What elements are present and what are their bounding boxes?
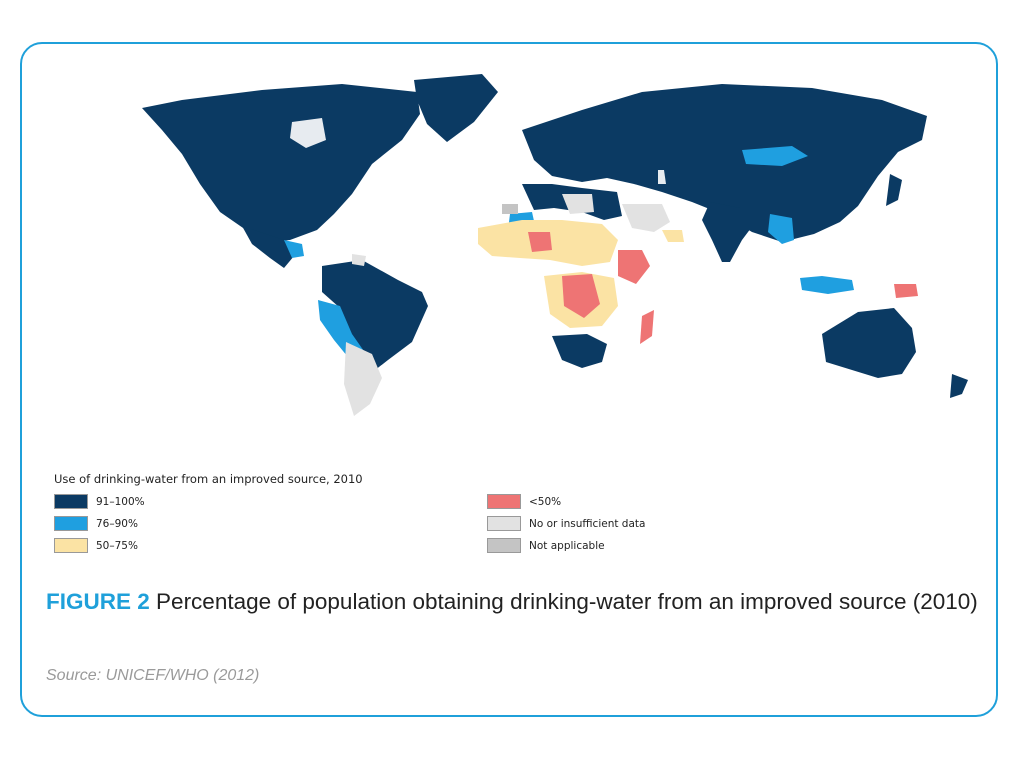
legend-label: Not applicable [529,539,605,552]
region-caspian [658,170,666,184]
map-regions-lt50 [528,232,918,344]
legend-swatch [487,538,521,553]
region-madagascar [640,310,654,344]
region-eurasia [522,84,927,242]
legend-item-50-75: 50–75% [54,538,138,553]
figure-label: FIGURE 2 [46,589,150,614]
legend-item-not-applicable: Not applicable [487,538,605,553]
region-se-asia [768,214,794,244]
region-saudi-arabia [622,204,670,232]
legend-swatch [54,494,88,509]
region-japan [886,174,902,206]
figure-caption: FIGURE 2 Percentage of population obtain… [46,586,996,617]
region-drc [562,274,600,318]
region-central-america [284,240,304,258]
figure-caption-text: Percentage of population obtaining drink… [156,589,978,614]
legend-title: Use of drinking-water from an improved s… [54,472,363,486]
legend-swatch [487,516,521,531]
map-regions-not-applicable [502,204,518,214]
region-libya [562,194,594,214]
region-south-america [322,260,428,374]
region-south-africa [552,334,607,368]
region-png [894,284,918,298]
legend-swatch [54,516,88,531]
region-mexico [242,226,294,268]
region-guyana [352,254,366,266]
legend-item-76-90: 76–90% [54,516,138,531]
map-regions-no-data [344,194,670,416]
legend-label: <50% [529,495,562,508]
region-australia [822,308,916,378]
region-yemen [662,230,684,242]
region-western-sahara [502,204,518,214]
region-mongolia [742,146,808,166]
world-map [142,74,968,416]
region-greenland [414,74,498,142]
legend-label: 91–100% [96,495,145,508]
legend-item-91-100: 91–100% [54,494,145,509]
legend-label: 50–75% [96,539,138,552]
region-west-africa-lt50 [528,232,552,252]
legend-swatch [54,538,88,553]
region-argentina-chile [344,342,382,416]
legend-swatch [487,494,521,509]
legend-label: No or insufficient data [529,517,646,530]
region-indonesia [800,276,854,294]
figure-source: Source: UNICEF/WHO (2012) [46,667,260,684]
map-regions-91-100 [142,74,968,398]
region-india [702,202,754,262]
legend-item-no-data: No or insufficient data [487,516,645,531]
legend-label: 76–90% [96,517,138,530]
region-north-america [142,84,420,242]
region-new-zealand [950,374,968,398]
legend-item-lt50: <50% [487,494,561,509]
region-ethiopia-somalia [618,250,650,284]
region-hudson-bay [290,118,326,148]
